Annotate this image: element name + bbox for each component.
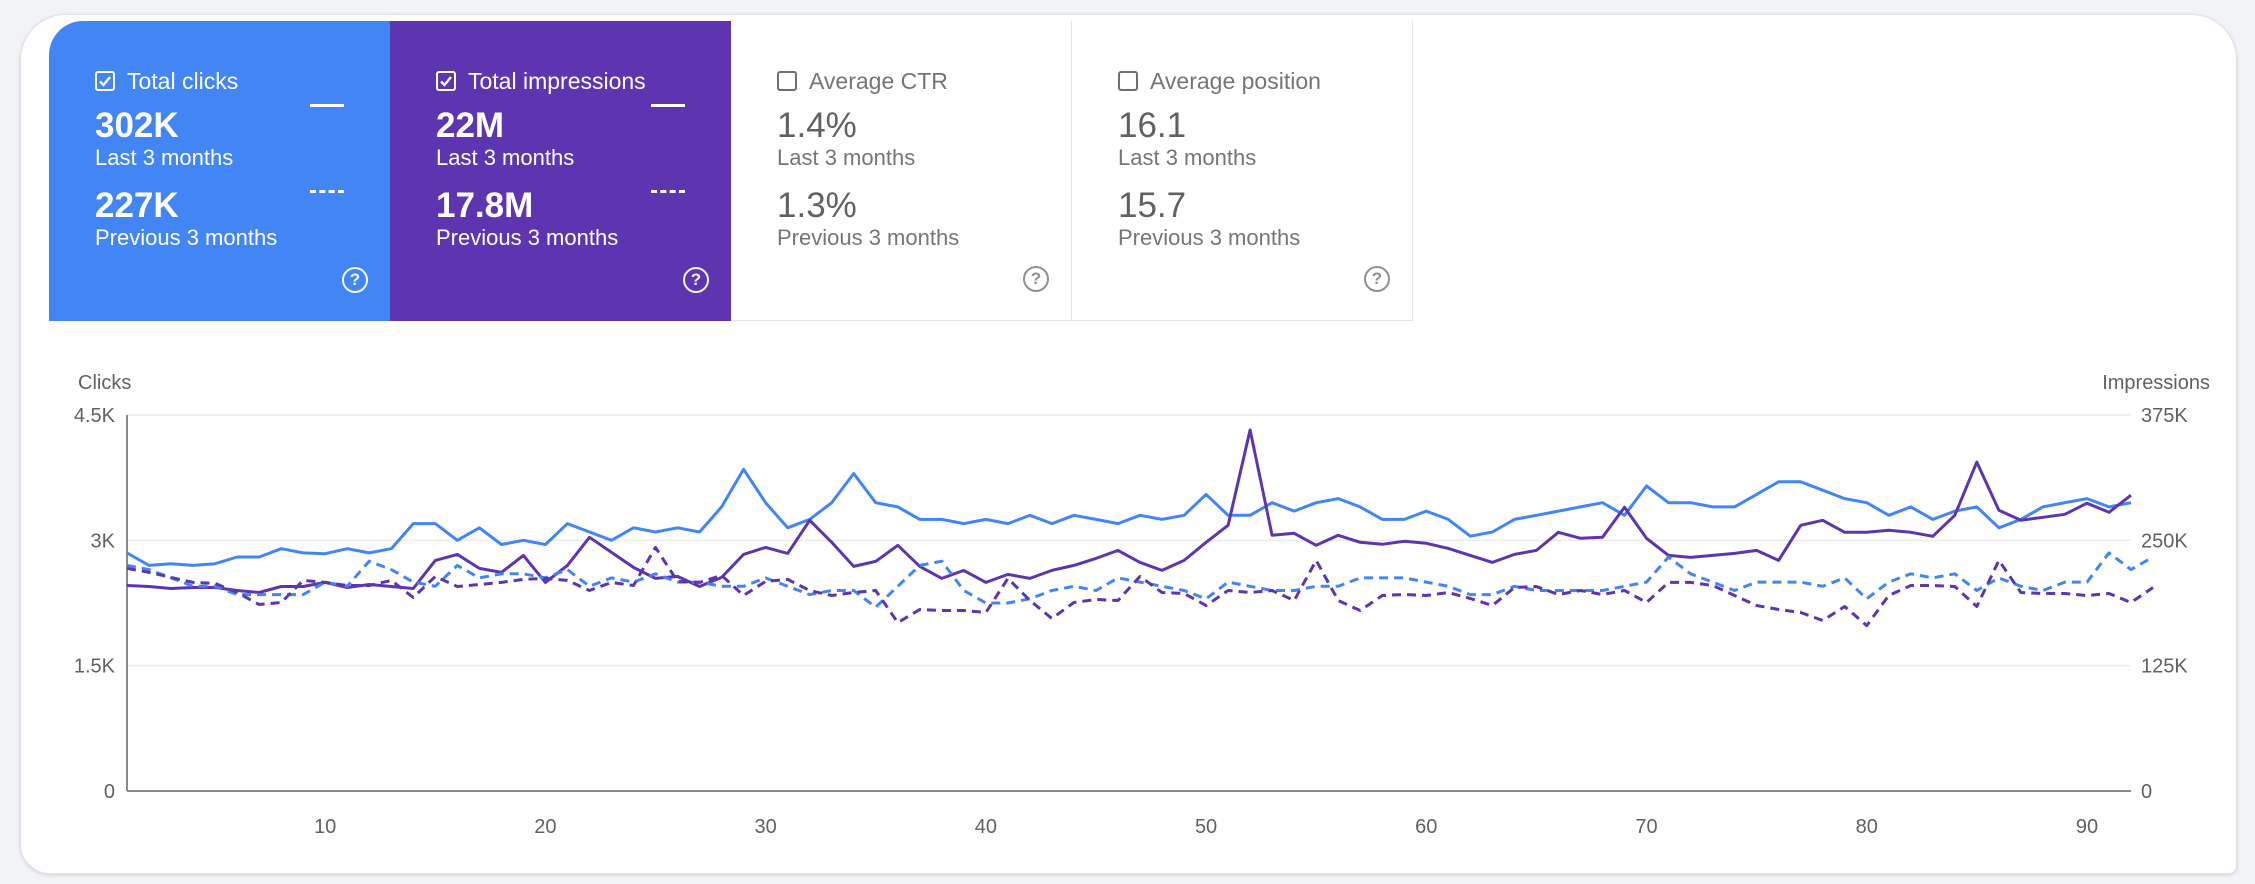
performance-panel: Total clicks 302K Last 3 months 227K Pre… xyxy=(20,14,2237,874)
impressions-dashed-series-line xyxy=(126,545,2154,628)
card-title: Total impressions xyxy=(468,67,646,94)
card-header: Total impressions xyxy=(436,65,731,97)
axis-ticks: 4.5K 375K 3K 250K 1.5K 125K 0 0 10 20 30 40 50 60 70 80… xyxy=(74,405,2189,838)
clicks-dashed-series-line xyxy=(126,551,2154,609)
checkbox-checked-icon[interactable] xyxy=(436,71,456,91)
current-period: Last 3 months xyxy=(1118,145,1257,170)
card-average-ctr[interactable]: Average CTR 1.4% Last 3 months 1.3% Prev… xyxy=(731,21,1072,321)
help-icon[interactable]: ? xyxy=(683,267,709,293)
card-header: Total clicks xyxy=(95,65,390,97)
checkbox-unchecked-icon[interactable] xyxy=(1118,71,1138,91)
card-total-impressions[interactable]: Total impressions 22M Last 3 months 17.8… xyxy=(390,21,731,321)
y-right-tick-label: 125K xyxy=(2141,656,2188,678)
help-icon[interactable]: ? xyxy=(1023,266,1049,292)
current-period: Last 3 months xyxy=(436,145,575,170)
previous-period: Previous 3 months xyxy=(436,225,619,250)
previous-value: 1.3% xyxy=(777,186,857,225)
x-tick-label: 90 xyxy=(2076,816,2098,838)
card-title: Total clicks xyxy=(127,67,239,94)
current-value: 22M xyxy=(436,106,505,145)
card-title: Average position xyxy=(1150,67,1321,94)
checkbox-unchecked-icon[interactable] xyxy=(777,71,797,91)
impressions-solid-series-line xyxy=(126,428,2132,594)
series-lines xyxy=(126,428,2154,628)
x-tick-label: 40 xyxy=(975,816,997,838)
x-tick-label: 30 xyxy=(755,816,777,838)
y-left-tick-label: 4.5K xyxy=(74,405,116,427)
y-right-tick-label: 0 xyxy=(2141,781,2152,803)
metric-cards: Total clicks 302K Last 3 months 227K Pre… xyxy=(49,21,1413,321)
grid-lines xyxy=(126,414,2131,792)
previous-value: 227K xyxy=(95,186,179,225)
current-value: 16.1 xyxy=(1118,106,1187,145)
previous-value: 17.8M xyxy=(436,186,534,225)
card-header: Average position xyxy=(1118,65,1412,97)
dashed-line-legend-icon xyxy=(310,190,344,193)
solid-line-legend-icon xyxy=(651,104,685,107)
current-period: Last 3 months xyxy=(777,145,916,170)
card-total-clicks[interactable]: Total clicks 302K Last 3 months 227K Pre… xyxy=(49,21,390,321)
x-tick-label: 70 xyxy=(1635,816,1657,838)
previous-period: Previous 3 months xyxy=(777,225,960,250)
solid-line-legend-icon xyxy=(310,104,344,107)
right-axis-title: Impressions xyxy=(2102,372,2210,394)
y-right-tick-label: 375K xyxy=(2141,405,2188,427)
y-right-tick-label: 250K xyxy=(2141,530,2188,552)
x-tick-label: 50 xyxy=(1195,816,1217,838)
y-left-tick-label: 0 xyxy=(104,781,115,803)
card-header: Average CTR xyxy=(777,65,1071,97)
card-title: Average CTR xyxy=(809,67,948,94)
y-left-tick-label: 3K xyxy=(91,530,116,552)
current-period: Last 3 months xyxy=(95,145,234,170)
checkbox-checked-icon[interactable] xyxy=(95,71,115,91)
performance-chart: Clicks Impressions 4.5K 375K 3K 250K 1.5K 125… xyxy=(74,372,2210,838)
dashed-line-legend-icon xyxy=(651,190,685,193)
current-value: 1.4% xyxy=(777,106,857,145)
help-icon[interactable]: ? xyxy=(342,267,368,293)
card-average-position[interactable]: Average position 16.1 Last 3 months 15.7… xyxy=(1072,21,1413,321)
current-value: 302K xyxy=(95,106,179,145)
x-tick-label: 80 xyxy=(1856,816,1878,838)
help-icon[interactable]: ? xyxy=(1364,266,1390,292)
x-tick-label: 10 xyxy=(314,816,336,838)
previous-value: 15.7 xyxy=(1118,186,1187,225)
x-tick-label: 20 xyxy=(534,816,556,838)
left-axis-title: Clicks xyxy=(78,372,131,394)
x-tick-label: 60 xyxy=(1415,816,1437,838)
previous-period: Previous 3 months xyxy=(95,225,278,250)
clicks-solid-series-line xyxy=(126,467,2132,567)
y-left-tick-label: 1.5K xyxy=(74,656,116,678)
previous-period: Previous 3 months xyxy=(1118,225,1301,250)
